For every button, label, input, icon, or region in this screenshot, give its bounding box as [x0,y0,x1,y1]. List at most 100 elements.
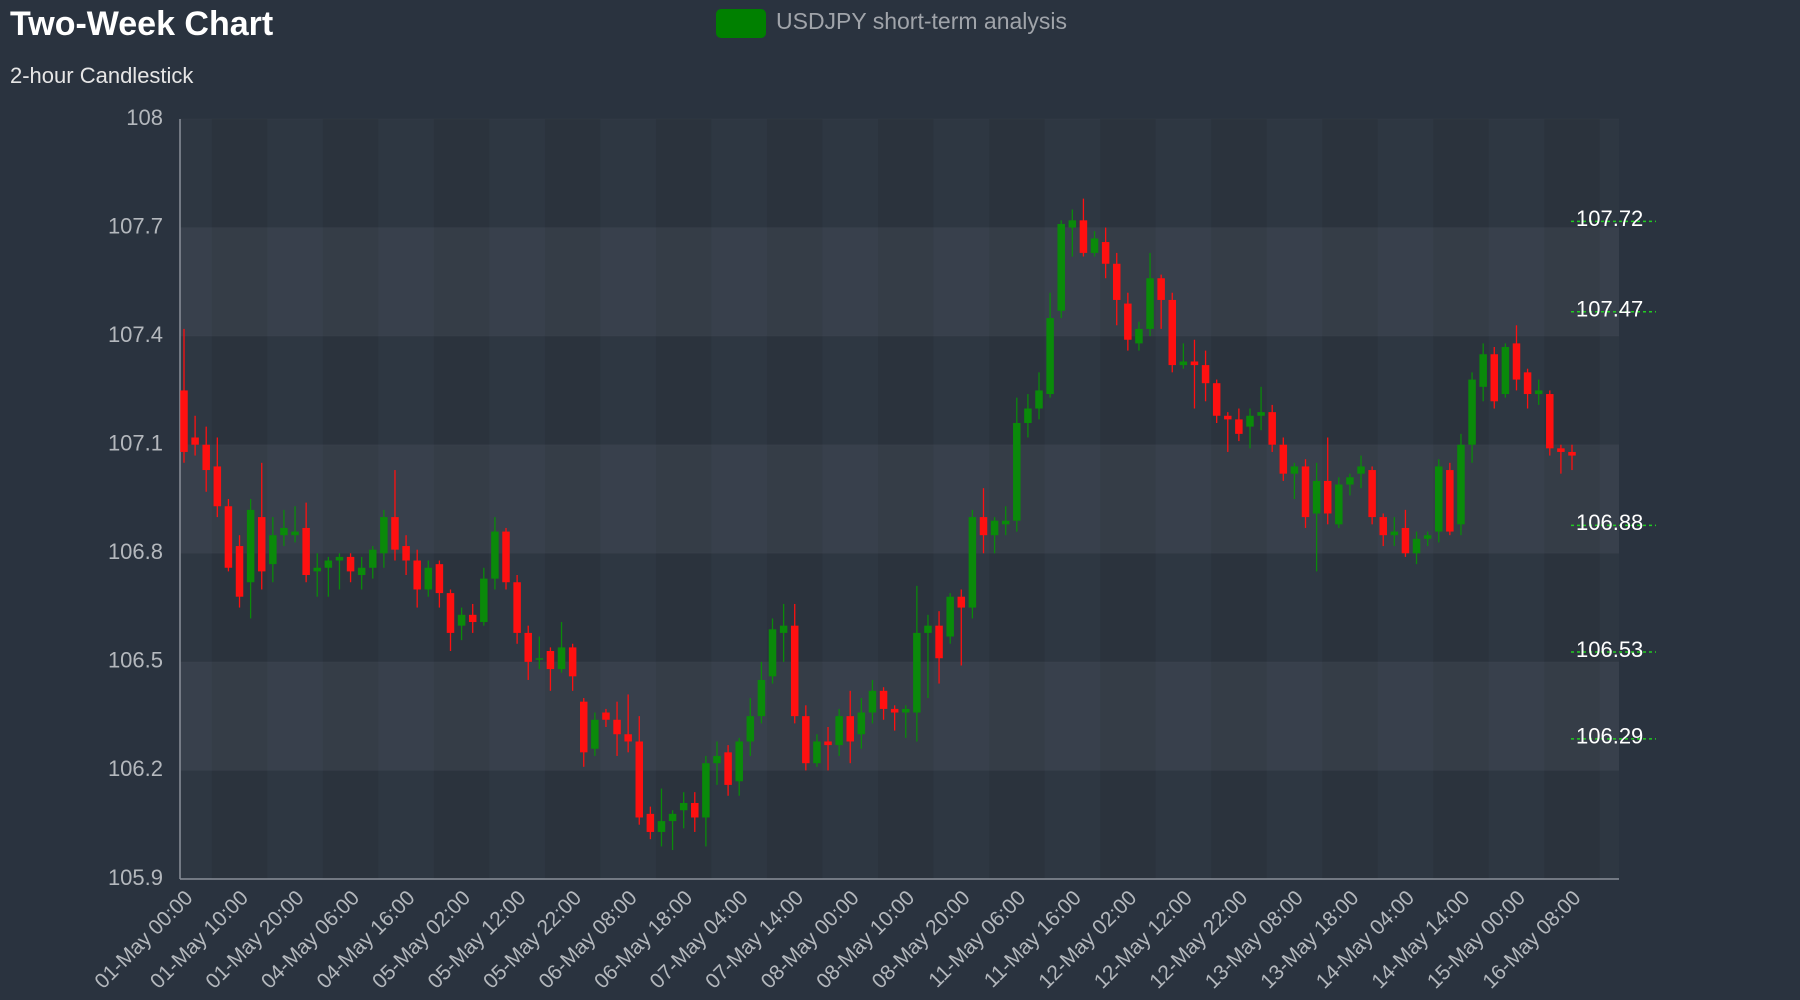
plot-area [180,119,1619,879]
candle-body [1212,383,1221,416]
y-tick-label: 106.8 [108,539,163,564]
candle-body [1124,303,1132,340]
candle-body [790,625,799,717]
candle-body [1235,419,1243,434]
level-label: 107.72 [1576,206,1643,231]
candle-body [1546,394,1554,449]
candle-body [1279,444,1288,474]
candle-body [868,690,877,713]
candle-body [1224,415,1232,420]
candle-body [324,560,333,568]
candle-body [1490,354,1499,402]
candle-body [1268,412,1276,445]
candle-body [568,647,577,677]
candle-body [713,755,721,764]
candle-body [835,716,843,746]
candle-body [768,629,777,677]
candle-body [602,712,610,720]
candle-body [191,437,199,445]
candle-body [1479,354,1487,387]
candle-body [802,716,810,764]
candle-body [202,444,210,471]
candle-body [1068,220,1077,228]
candle-body [1146,278,1154,329]
candle-body [1257,412,1265,416]
candle-body [446,593,455,633]
candle-body [1135,328,1143,344]
candle-body [1501,347,1510,395]
candle-body [257,517,266,572]
candle-body [224,506,233,568]
candle-body [646,813,655,832]
band-horizontal [180,770,1619,879]
candle-body [291,531,299,536]
chart-subtitle: 2-hour Candlestick [10,63,194,88]
y-tick-label: 105.9 [108,865,163,890]
candle-body [535,658,544,660]
candle-body [457,614,466,626]
candle-body [946,596,954,637]
candle-body [1568,451,1576,456]
candle-body [668,813,677,822]
candle-body [546,651,555,670]
band-vertical [544,119,601,879]
candle-body [591,719,599,749]
level-label: 107.47 [1576,297,1643,322]
legend-swatch[interactable] [716,9,766,38]
candle-body [313,567,321,572]
candle-body [935,625,943,659]
level-label: 106.53 [1576,637,1643,662]
candle-body [391,517,399,550]
candle-body [890,708,899,713]
candle-body [1323,480,1332,514]
candle-body [779,625,788,633]
candle-body [1290,466,1299,474]
candle-body [213,466,222,507]
candle-body [280,527,288,536]
candle-body [657,821,666,832]
candle-body [679,803,688,811]
candle-body [335,556,344,561]
y-tick-label: 106.5 [108,648,163,673]
candle-body [813,741,821,764]
band-vertical [1544,119,1600,879]
candle-body [902,708,910,713]
band-vertical [322,119,379,879]
candle-body [557,647,566,670]
candle-body [1446,470,1454,532]
y-tick-label: 107.4 [108,322,163,347]
legend-label[interactable]: USDJPY short-term analysis [776,8,1067,34]
candle-body [380,517,388,554]
candle-body [635,741,644,818]
candle-body [369,549,377,568]
candle-body [1101,242,1110,264]
legend[interactable]: USDJPY short-term analysis [716,8,1067,38]
candle-body [502,531,510,583]
candle-body [924,625,932,633]
candle-body [1390,531,1399,536]
candle-body [746,716,755,742]
candle-body [1557,448,1565,452]
candle-body [1335,484,1343,525]
candle-body [435,564,444,594]
candle-body [968,517,977,608]
candle-body [857,712,866,735]
y-tick-label: 106.2 [108,756,163,781]
band-vertical [1211,119,1267,879]
candle-body [180,390,188,452]
candle-body [1468,379,1476,445]
band-vertical [655,119,712,879]
candle-body [1457,444,1465,525]
band-vertical [433,119,490,879]
candle-body [1368,470,1376,518]
band-vertical [878,119,934,879]
candle-body [1301,466,1310,518]
level-label: 106.29 [1576,724,1643,749]
chart-title: Two-Week Chart [10,5,273,43]
band-horizontal [180,553,1619,662]
candle-body [979,517,988,536]
candle-body [1001,520,1010,525]
candle-body [579,701,588,753]
candle-body [1157,278,1165,300]
candle-body [824,741,832,746]
